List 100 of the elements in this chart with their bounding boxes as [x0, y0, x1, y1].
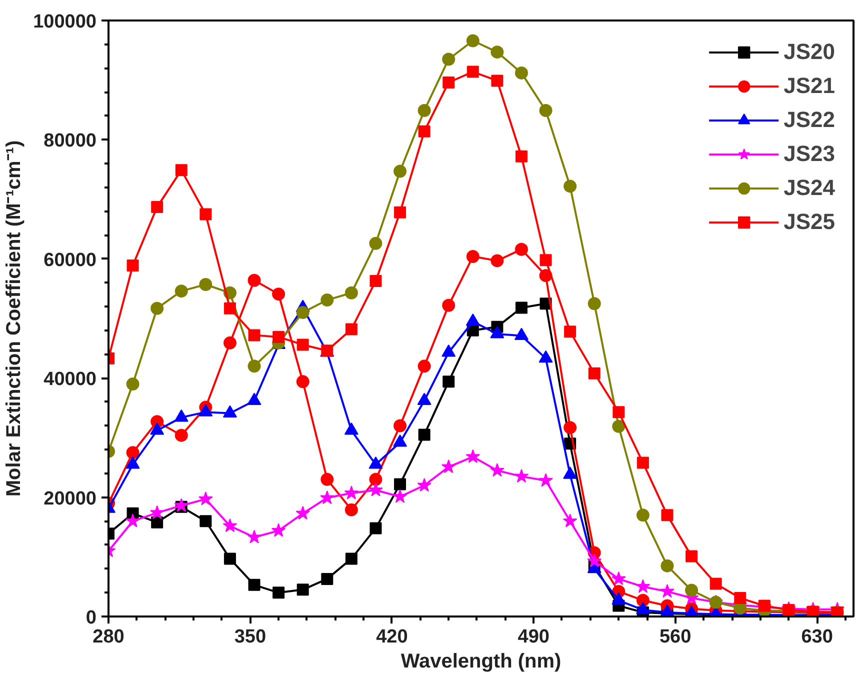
x-tick-label: 280 — [92, 626, 124, 648]
point — [515, 150, 528, 162]
point — [466, 34, 480, 48]
point — [636, 579, 650, 593]
point — [248, 274, 261, 287]
point — [466, 449, 480, 463]
y-tick-label: 100000 — [33, 12, 97, 32]
point — [392, 489, 408, 503]
point — [272, 330, 285, 343]
point — [514, 66, 528, 80]
legend-label: JS21 — [784, 72, 835, 100]
point — [441, 459, 456, 474]
legend-label: JS25 — [784, 208, 835, 236]
point — [394, 164, 407, 178]
point — [198, 492, 213, 506]
point — [271, 523, 286, 537]
point — [515, 302, 528, 314]
point — [174, 428, 188, 442]
point — [514, 468, 529, 483]
x-tick-label: 420 — [376, 626, 408, 648]
point — [320, 490, 334, 504]
point — [417, 478, 432, 492]
point — [126, 259, 139, 272]
point — [588, 297, 601, 310]
point — [394, 478, 406, 490]
point — [321, 572, 334, 585]
point — [174, 498, 189, 512]
point — [248, 578, 260, 591]
legend-label: JS23 — [784, 140, 835, 168]
point — [394, 419, 407, 432]
point — [490, 462, 504, 477]
point — [320, 472, 334, 486]
legend-label: JS22 — [784, 106, 835, 134]
point — [588, 367, 600, 380]
point — [660, 584, 674, 598]
point — [612, 571, 626, 586]
x-tick-label: 630 — [801, 626, 833, 648]
point — [466, 66, 479, 78]
point — [248, 360, 261, 373]
point — [418, 360, 431, 373]
point — [344, 286, 358, 300]
point — [126, 446, 140, 460]
point — [296, 506, 310, 520]
point — [661, 509, 674, 522]
point — [562, 514, 578, 528]
point — [370, 274, 382, 287]
point — [587, 554, 602, 568]
point — [344, 503, 358, 516]
point — [200, 208, 212, 220]
point — [369, 472, 382, 486]
point — [126, 514, 140, 528]
point — [151, 516, 164, 528]
point — [564, 326, 576, 338]
point — [490, 254, 504, 268]
point — [296, 338, 309, 351]
legend-label: JS24 — [784, 174, 835, 202]
point — [394, 206, 406, 218]
point — [686, 550, 698, 562]
y-tick-label: 0 — [86, 608, 97, 628]
point — [223, 336, 236, 350]
point — [126, 378, 140, 391]
point — [466, 250, 480, 264]
y-tick-label: 60000 — [44, 250, 97, 271]
point — [174, 284, 188, 298]
point — [442, 52, 456, 66]
point — [345, 323, 358, 336]
point — [418, 125, 430, 138]
x-tick-label: 560 — [659, 626, 692, 648]
point — [247, 530, 262, 544]
point — [539, 104, 552, 117]
legend-label: JS20 — [784, 38, 835, 66]
point — [514, 242, 528, 256]
point — [175, 164, 188, 176]
point — [442, 376, 455, 388]
point — [150, 505, 164, 519]
point — [272, 586, 285, 599]
point — [320, 294, 334, 307]
x-tick-label: 490 — [518, 626, 550, 648]
point — [636, 456, 649, 469]
point — [345, 552, 358, 565]
y-axis-title: Molar Extinction Coefficient (M⁻¹cm⁻¹) — [3, 140, 26, 497]
point — [248, 329, 260, 342]
point — [564, 421, 577, 434]
point — [296, 375, 310, 388]
point — [150, 302, 164, 315]
point — [418, 104, 431, 117]
point — [368, 482, 383, 496]
point — [224, 552, 236, 565]
point — [734, 592, 746, 604]
point — [200, 515, 212, 528]
x-axis-title: Wavelength (nm) — [400, 650, 562, 672]
point — [685, 584, 698, 597]
point — [491, 74, 504, 87]
point — [612, 420, 626, 433]
point — [296, 584, 309, 596]
point — [272, 288, 286, 301]
point — [151, 201, 164, 214]
x-tick-label: 350 — [234, 626, 266, 648]
point — [222, 518, 238, 532]
y-tick-label: 40000 — [44, 369, 97, 390]
